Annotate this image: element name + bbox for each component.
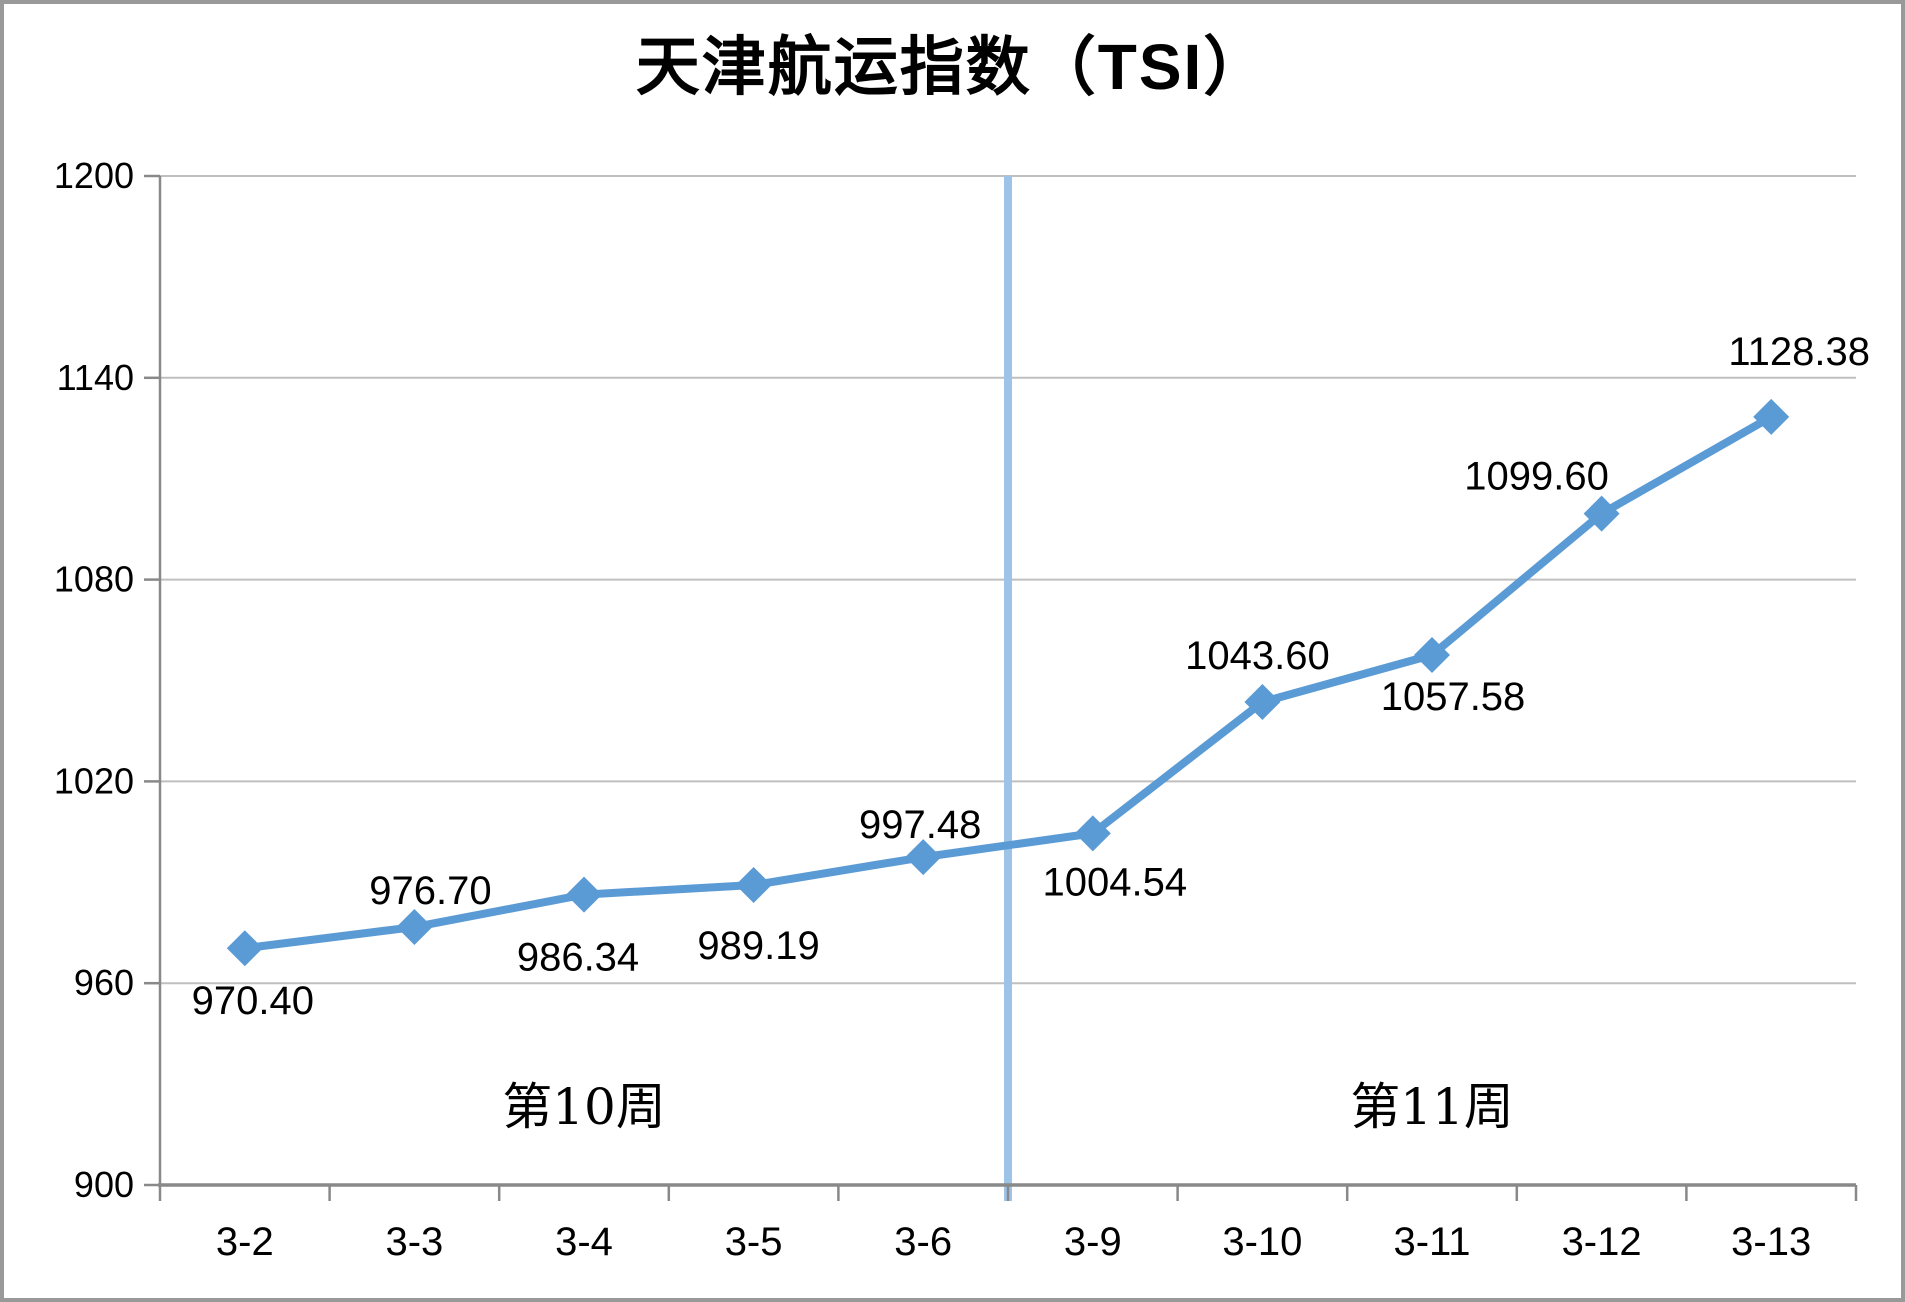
x-tick-label-3-11: 3-11 (1393, 1220, 1470, 1264)
y-tick-label-900: 900 (74, 1164, 134, 1205)
x-tick-label-3-10: 3-10 (1222, 1220, 1302, 1264)
chart-title-close-paren: ） (1203, 30, 1270, 105)
data-label-3-11: 1057.58 (1381, 675, 1526, 719)
week-annotation-2: 第11周 (1350, 1078, 1514, 1136)
y-tick-label-1200: 1200 (54, 155, 134, 196)
y-tick-label-960: 960 (74, 962, 134, 1003)
data-point-marker-3-9 (1074, 815, 1111, 852)
data-label-3-4: 986.34 (517, 936, 639, 980)
chart-title-cjk: 天津航运指数（ (635, 30, 1098, 105)
y-tick-label-1080: 1080 (54, 559, 134, 600)
x-tick-label-3-3: 3-3 (385, 1220, 443, 1264)
x-tick-label-3-9: 3-9 (1064, 1220, 1122, 1264)
data-point-marker-3-3 (396, 909, 433, 946)
data-label-3-10: 1043.60 (1185, 634, 1330, 678)
x-tick-label-3-5: 3-5 (725, 1220, 783, 1264)
data-point-marker-3-4 (566, 876, 602, 913)
data-label-3-9: 1004.54 (1043, 860, 1188, 904)
x-tick-label-3-12: 3-12 (1562, 1220, 1642, 1264)
data-point-marker-3-2 (226, 930, 263, 967)
data-label-3-13: 1128.38 (1728, 330, 1870, 374)
y-tick-label-1020: 1020 (54, 760, 134, 801)
tsi-series-line (240, 412, 1776, 953)
data-label-3-6: 997.48 (859, 803, 981, 847)
data-point-marker-3-13 (1753, 398, 1790, 435)
data-point-marker-3-11 (1414, 637, 1450, 674)
data-label-3-12: 1099.60 (1464, 455, 1609, 499)
data-point-marker-3-12 (1583, 495, 1620, 532)
week-annotation-1: 第10周 (502, 1078, 666, 1136)
y-tick-label-1140: 1140 (57, 357, 134, 398)
chart-title: 天津航运指数（TSI） (4, 32, 1901, 103)
data-point-marker-3-5 (735, 867, 772, 904)
data-label-3-2: 970.40 (192, 979, 314, 1023)
x-tick-label-3-2: 3-2 (216, 1220, 274, 1264)
chart-title-tsi: TSI (1097, 31, 1204, 103)
x-tick-label-3-6: 3-6 (894, 1220, 952, 1264)
data-point-marker-3-6 (905, 839, 942, 876)
x-tick-label-3-4: 3-4 (555, 1220, 613, 1264)
data-point-marker-3-10 (1244, 684, 1281, 721)
data-label-3-5: 989.19 (697, 924, 819, 968)
x-tick-label-3-13: 3-13 (1731, 1220, 1811, 1264)
tsi-line-chart: 900 960 1020 1080 1140 1200 3-2 3-3 3-4 3-5 3-6 3-9… (54, 155, 1870, 1264)
data-label-3-3: 976.70 (369, 869, 491, 913)
